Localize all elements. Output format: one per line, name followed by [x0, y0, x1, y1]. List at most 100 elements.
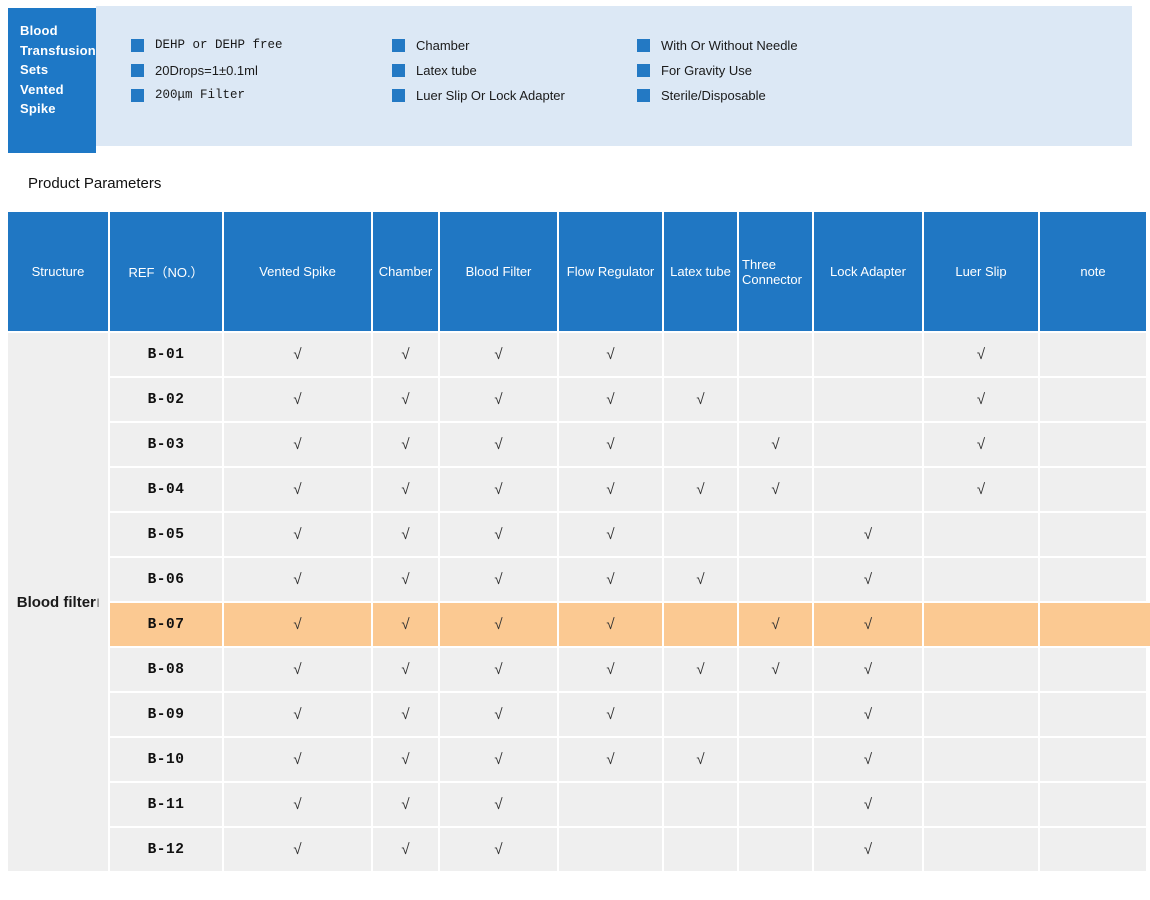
bullet-square-icon: [392, 38, 405, 52]
ref-cell: B-12: [110, 828, 222, 871]
check-cell: √: [373, 738, 438, 781]
check-cell: √: [373, 333, 438, 376]
check-mark: √: [401, 841, 410, 858]
check-cell: √: [373, 558, 438, 601]
check-mark: √: [494, 346, 503, 363]
column-header-structure: Structure: [8, 212, 108, 331]
check-cell: √: [373, 603, 438, 646]
check-mark: √: [293, 841, 302, 858]
feature-item: Chamber: [392, 37, 565, 53]
title-line: Spike: [20, 101, 56, 116]
title-line: Sets: [20, 62, 49, 77]
check-mark: √: [494, 841, 503, 858]
empty-cell: [924, 603, 1038, 646]
empty-cell: [559, 783, 662, 826]
check-cell: √: [440, 828, 557, 871]
check-mark: √: [863, 841, 873, 858]
check-mark: √: [771, 481, 780, 498]
check-cell: √: [924, 468, 1038, 511]
check-mark: √: [863, 526, 873, 543]
check-mark: √: [494, 481, 503, 498]
check-cell: √: [814, 693, 922, 736]
ref-cell: B-10: [110, 738, 222, 781]
empty-cell: [814, 468, 922, 511]
feature-item: DEHP or DEHP free: [131, 37, 283, 53]
feature-label: Luer Slip Or Lock Adapter: [416, 87, 565, 103]
empty-cell: [1040, 333, 1146, 376]
structure-label: Blood filter: [16, 593, 96, 611]
column-header-flow-regulator: Flow Regulator: [559, 212, 662, 331]
check-mark: √: [863, 616, 873, 633]
check-mark: √: [401, 616, 410, 633]
check-mark: √: [494, 571, 503, 588]
check-cell: √: [440, 333, 557, 376]
title-line: Vented: [20, 81, 64, 97]
check-mark: √: [606, 526, 615, 543]
feature-column: With Or Without Needle For Gravity Use Ste…: [637, 37, 798, 103]
check-cell: √: [440, 513, 557, 556]
column-header-three-connector: Three Connector: [739, 212, 812, 331]
feature-column: Chamber Latex tube Luer Slip Or Lock Adapt…: [392, 37, 565, 103]
check-cell: √: [739, 468, 812, 511]
check-mark: √: [401, 346, 410, 363]
check-mark: √: [401, 571, 410, 588]
check-cell: √: [440, 693, 557, 736]
check-cell: √: [814, 783, 922, 826]
empty-cell: [1040, 828, 1146, 871]
check-mark: √: [293, 571, 302, 588]
check-cell: √: [224, 378, 371, 421]
check-cell: √: [224, 333, 371, 376]
check-cell: √: [739, 423, 812, 466]
check-cell: √: [224, 558, 371, 601]
feature-column: DEHP or DEHP free 20Drops=1±0.1ml 200μm Fi…: [131, 37, 283, 103]
column-header-lock-adapter: Lock Adapter: [814, 212, 922, 331]
check-cell: √: [373, 468, 438, 511]
section-title: Product Parameters: [28, 175, 162, 192]
check-cell: √: [559, 513, 662, 556]
check-mark: √: [606, 346, 615, 363]
check-cell: √: [224, 828, 371, 871]
check-cell: √: [440, 738, 557, 781]
ref-cell: B-08: [110, 648, 222, 691]
ref-cell: B-06: [110, 558, 222, 601]
empty-cell: [664, 603, 737, 646]
check-mark: √: [494, 391, 503, 408]
check-mark: √: [863, 751, 873, 768]
check-mark: √: [976, 481, 986, 498]
check-cell: √: [440, 783, 557, 826]
empty-cell: [664, 693, 737, 736]
structure-cell: Blood filter |: [8, 333, 108, 871]
check-cell: √: [440, 648, 557, 691]
empty-cell: [1040, 423, 1146, 466]
check-cell: √: [924, 423, 1038, 466]
check-mark: √: [293, 391, 302, 408]
check-cell: √: [440, 468, 557, 511]
feature-item: Sterile/Disposable: [637, 87, 798, 103]
check-mark: √: [606, 391, 615, 408]
check-cell: √: [924, 378, 1038, 421]
bullet-square-icon: [637, 38, 650, 52]
ref-cell: B-03: [110, 423, 222, 466]
check-mark: √: [606, 436, 615, 453]
check-mark: √: [293, 796, 302, 813]
feature-item: With Or Without Needle: [637, 37, 798, 53]
check-cell: √: [559, 738, 662, 781]
feature-item: 20Drops=1±0.1ml: [131, 62, 283, 78]
empty-cell: [1040, 603, 1150, 646]
ref-cell: B-07: [110, 603, 222, 646]
check-mark: √: [494, 436, 503, 453]
check-cell: √: [373, 423, 438, 466]
feature-label: With Or Without Needle: [661, 37, 798, 53]
check-cell: √: [559, 558, 662, 601]
feature-label: Sterile/Disposable: [661, 87, 766, 103]
ref-cell: B-05: [110, 513, 222, 556]
check-mark: √: [696, 661, 705, 678]
empty-cell: [924, 783, 1038, 826]
check-mark: √: [494, 706, 503, 723]
check-mark: √: [401, 436, 410, 453]
check-cell: √: [373, 783, 438, 826]
ref-cell: B-01: [110, 333, 222, 376]
feature-label: DEHP or DEHP free: [155, 38, 283, 52]
bullet-square-icon: [392, 63, 405, 77]
check-cell: √: [224, 693, 371, 736]
